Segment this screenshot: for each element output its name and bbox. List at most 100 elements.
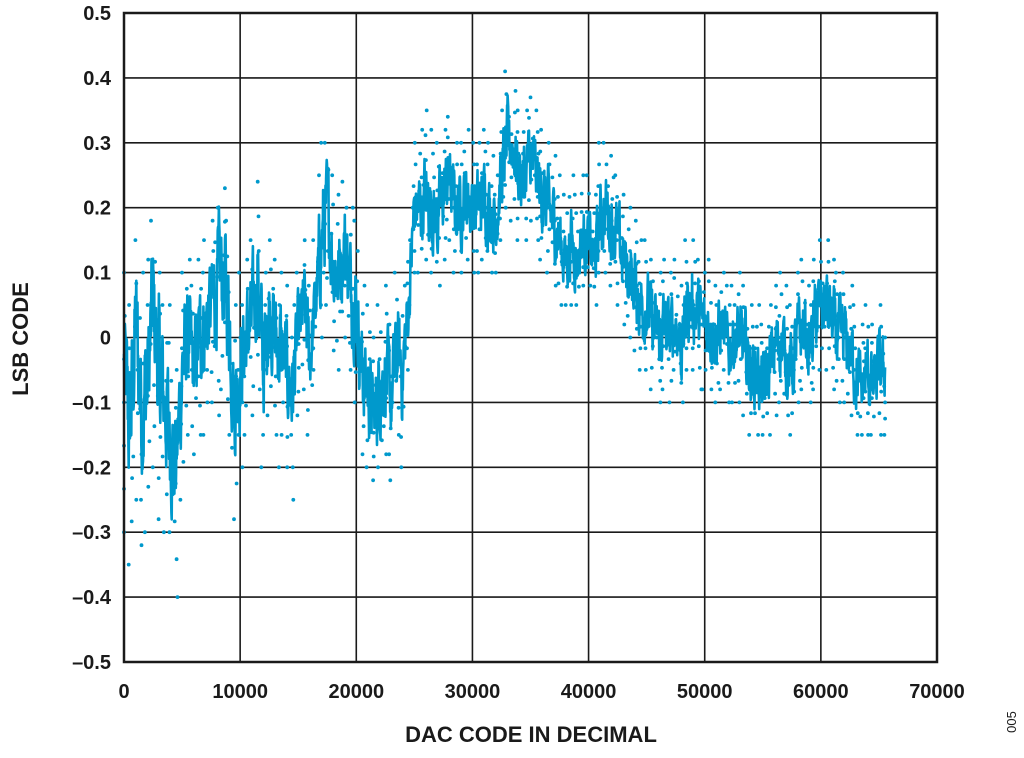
data-point xyxy=(465,257,470,262)
data-point xyxy=(697,279,701,284)
data-point xyxy=(318,238,323,243)
data-point xyxy=(785,305,789,310)
data-point xyxy=(490,270,494,275)
data-point xyxy=(706,279,711,284)
data-point xyxy=(553,262,557,266)
data-point xyxy=(242,345,247,350)
data-point xyxy=(424,257,429,262)
y-tick-label: –0.3 xyxy=(72,522,111,544)
data-point xyxy=(573,248,578,252)
data-point xyxy=(273,374,278,379)
data-point xyxy=(370,407,375,411)
data-point xyxy=(878,303,883,307)
data-point xyxy=(581,283,586,288)
data-point xyxy=(286,374,291,379)
data-point xyxy=(754,389,759,394)
data-point xyxy=(469,227,473,232)
data-point xyxy=(332,319,336,324)
data-point xyxy=(378,330,383,334)
data-point xyxy=(205,335,210,340)
data-point xyxy=(503,69,507,74)
data-point xyxy=(634,305,638,310)
data-point xyxy=(623,301,628,305)
data-point xyxy=(307,308,312,313)
data-point xyxy=(367,357,372,361)
data-point xyxy=(342,283,347,288)
data-point xyxy=(251,384,256,389)
data-point xyxy=(783,370,788,374)
data-point xyxy=(579,191,584,196)
data-point xyxy=(285,283,290,288)
data-point xyxy=(788,303,792,307)
data-point xyxy=(614,238,619,243)
data-point xyxy=(215,205,220,210)
data-point xyxy=(127,303,131,307)
data-point xyxy=(399,435,403,439)
data-point xyxy=(485,249,490,253)
data-point xyxy=(269,384,273,389)
data-point xyxy=(608,283,613,288)
data-point xyxy=(621,192,626,197)
data-point xyxy=(527,198,531,203)
data-point xyxy=(217,413,222,418)
data-point xyxy=(565,211,570,216)
data-point xyxy=(696,344,701,349)
data-point xyxy=(320,335,324,340)
data-point xyxy=(459,249,464,253)
data-point xyxy=(546,249,550,253)
data-point xyxy=(660,365,664,370)
data-point xyxy=(755,324,759,329)
data-point xyxy=(395,297,399,302)
data-point xyxy=(535,216,539,221)
data-point xyxy=(250,296,254,301)
data-point xyxy=(820,281,825,286)
data-point xyxy=(195,345,200,350)
data-point xyxy=(281,400,285,405)
data-point xyxy=(860,433,864,437)
data-point xyxy=(518,195,522,199)
data-point xyxy=(156,517,161,522)
data-point xyxy=(302,263,307,267)
data-point xyxy=(198,433,203,437)
data-point xyxy=(768,433,772,437)
data-point xyxy=(160,303,165,307)
data-point xyxy=(666,357,671,361)
data-point xyxy=(693,259,698,264)
data-point xyxy=(613,259,618,264)
data-point xyxy=(296,365,301,370)
data-point xyxy=(478,205,483,210)
data-point xyxy=(279,335,284,340)
data-point xyxy=(579,228,583,233)
data-point xyxy=(561,229,566,234)
data-point xyxy=(465,214,470,219)
data-point xyxy=(442,149,447,154)
data-point xyxy=(485,205,490,210)
data-point xyxy=(407,303,412,307)
data-point xyxy=(503,183,507,187)
data-point xyxy=(588,283,593,288)
data-point xyxy=(360,452,365,457)
data-point xyxy=(501,195,506,199)
data-point xyxy=(516,151,521,156)
data-point xyxy=(352,218,357,223)
data-point xyxy=(455,140,459,145)
data-point xyxy=(760,359,765,364)
data-point xyxy=(290,465,295,470)
data-point xyxy=(319,303,323,307)
data-point xyxy=(732,303,737,307)
data-point xyxy=(601,140,606,145)
data-point xyxy=(620,257,625,262)
data-point xyxy=(863,389,868,394)
data-point xyxy=(536,238,541,243)
data-point xyxy=(866,433,870,437)
data-point xyxy=(529,177,534,182)
data-point xyxy=(296,294,301,299)
data-point xyxy=(330,173,335,178)
data-point xyxy=(574,303,579,307)
data-point xyxy=(744,370,749,374)
data-point xyxy=(845,391,850,396)
data-point xyxy=(330,290,335,294)
data-point xyxy=(338,251,342,256)
x-tick-label: 50000 xyxy=(677,681,733,703)
data-point xyxy=(515,216,520,221)
